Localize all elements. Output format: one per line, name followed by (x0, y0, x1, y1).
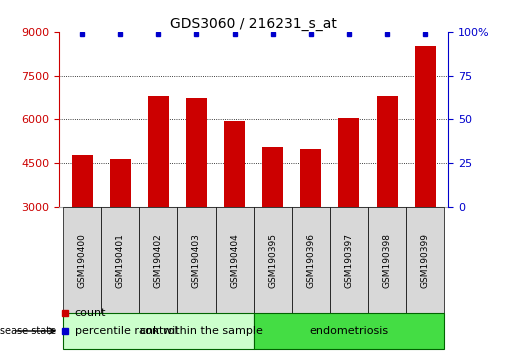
Text: disease state: disease state (0, 326, 59, 336)
Bar (224, 121, 245, 207)
Bar (177, 207, 215, 313)
Bar (376, 96, 398, 207)
Bar (63, 313, 253, 349)
Bar (338, 118, 359, 207)
Bar (415, 46, 436, 207)
Bar (148, 96, 169, 207)
Text: GSM190398: GSM190398 (383, 233, 391, 288)
Bar (368, 207, 406, 313)
Text: GSM190404: GSM190404 (230, 233, 239, 287)
Text: count: count (75, 308, 106, 318)
Bar (292, 207, 330, 313)
Bar (139, 207, 177, 313)
Bar (101, 207, 139, 313)
Bar (300, 149, 321, 207)
Text: GSM190396: GSM190396 (306, 233, 315, 288)
Bar (110, 159, 131, 207)
Text: control: control (139, 326, 178, 336)
Text: GSM190401: GSM190401 (116, 233, 125, 288)
Bar (215, 207, 253, 313)
Text: GSM190400: GSM190400 (78, 233, 87, 288)
Text: GSM190403: GSM190403 (192, 233, 201, 288)
Text: GSM190395: GSM190395 (268, 233, 277, 288)
Text: GSM190402: GSM190402 (154, 233, 163, 287)
Bar (63, 207, 101, 313)
Bar (330, 207, 368, 313)
Bar (253, 207, 292, 313)
Title: GDS3060 / 216231_s_at: GDS3060 / 216231_s_at (170, 17, 337, 31)
Text: GSM190399: GSM190399 (421, 233, 430, 288)
Bar (253, 313, 444, 349)
Bar (72, 154, 93, 207)
Text: endometriosis: endometriosis (310, 326, 388, 336)
Text: percentile rank within the sample: percentile rank within the sample (75, 326, 263, 336)
Bar (406, 207, 444, 313)
Bar (186, 98, 207, 207)
Bar (262, 147, 283, 207)
Text: GSM190397: GSM190397 (345, 233, 353, 288)
